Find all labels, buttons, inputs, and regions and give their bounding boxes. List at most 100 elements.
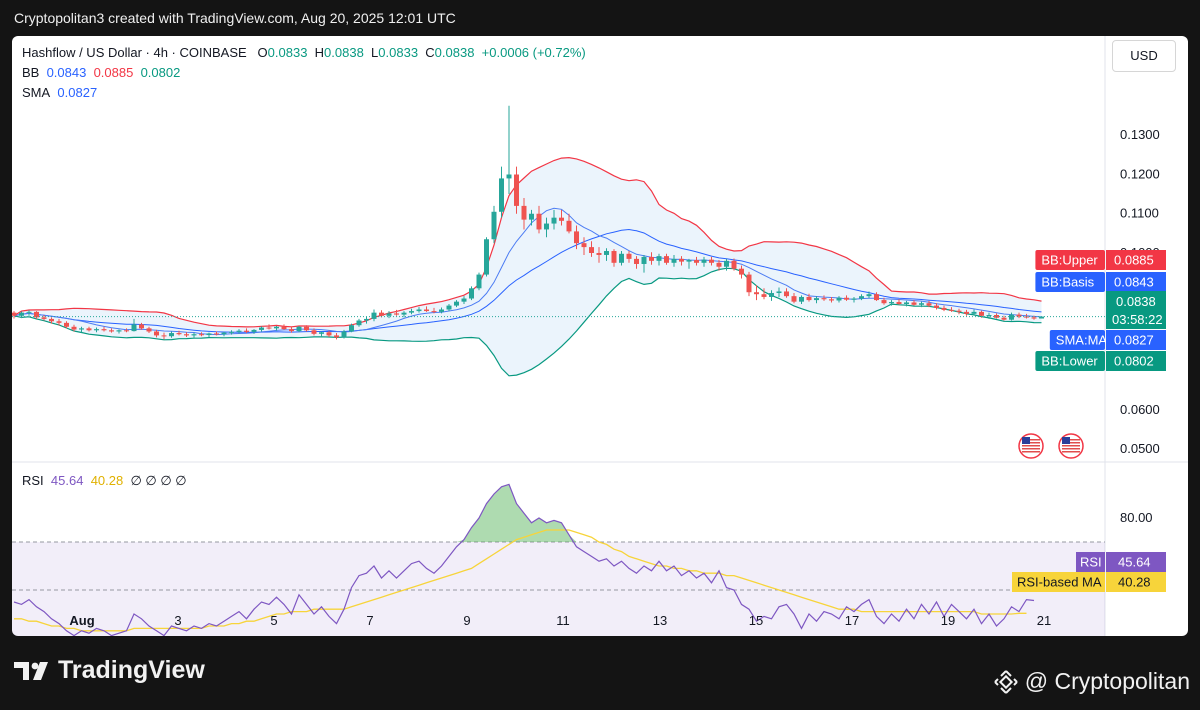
sma-badge-value-bg — [1106, 330, 1166, 350]
candle-body — [461, 298, 467, 302]
candle-body — [409, 311, 414, 313]
candle-body — [769, 293, 774, 297]
candle-body — [701, 259, 707, 263]
candle-body — [799, 296, 804, 302]
flag-stripe — [1062, 442, 1080, 444]
candle-body — [424, 309, 429, 312]
candle-body — [484, 239, 489, 275]
candle-body — [536, 213, 542, 230]
candle-body — [26, 311, 32, 313]
flag-stripe — [1022, 448, 1040, 450]
candle-body — [934, 305, 939, 308]
candle-body — [889, 302, 894, 304]
candle-body — [266, 327, 272, 329]
candles-group — [12, 105, 1044, 340]
candle-body — [829, 299, 834, 301]
rsi-band-fill — [12, 542, 1105, 636]
candle-body — [139, 324, 144, 329]
candle-body — [371, 312, 377, 319]
countdown-value: 03:58:22 — [1112, 312, 1163, 327]
candle-body — [416, 309, 422, 312]
legend-o-label: O — [257, 45, 268, 60]
candle-body — [12, 312, 17, 316]
sma-badge-value: 0.0827 — [1114, 333, 1154, 348]
sma-line — [13, 207, 1042, 336]
candle-body — [521, 205, 527, 220]
candle-body — [941, 307, 947, 310]
candle-body — [611, 251, 617, 263]
candle-body — [956, 310, 962, 312]
candle-body — [304, 326, 309, 331]
time-axis-tick-label: 19 — [941, 613, 955, 628]
legend-rsi-label: RSI — [22, 473, 44, 488]
flag-stripe — [1062, 445, 1080, 447]
candle-body — [154, 331, 159, 336]
candle-body — [814, 298, 819, 301]
tradingview-logo: TradingView — [14, 656, 205, 685]
candle-body — [319, 332, 324, 334]
legend-change: +0.0006 (+0.72%) — [481, 45, 586, 60]
credit: @ Cryptopolitan — [993, 668, 1190, 695]
candle-body — [379, 312, 384, 316]
candle-body — [176, 333, 182, 335]
flag-stripe — [1022, 439, 1040, 441]
time-axis-tick-label: 7 — [366, 613, 373, 628]
legend-l-value: 0.0833 — [378, 45, 419, 60]
candle-body — [244, 330, 249, 332]
candle-body — [506, 174, 512, 179]
flag-canton — [1062, 437, 1070, 444]
candle-body — [109, 330, 114, 332]
legend-rsi-ma-value: 40.28 — [90, 473, 124, 488]
last-price-bg — [1106, 291, 1166, 329]
candle-body — [679, 258, 684, 262]
candle-body — [56, 321, 62, 323]
candle-body — [911, 302, 917, 305]
candle-body — [709, 259, 714, 263]
candle-body — [949, 309, 954, 311]
bb-basis-badge-label-bg — [1035, 272, 1105, 292]
bb-lower-badge: BB:Lower 0.0802 — [1035, 351, 1166, 371]
bollinger-band-fill — [14, 157, 1042, 376]
currency-button[interactable]: USD — [1112, 40, 1176, 72]
candle-body — [469, 288, 474, 299]
price-axis-tick-label: 0.0500 — [1120, 441, 1160, 456]
candle-body — [326, 332, 332, 336]
candle-body — [19, 312, 24, 316]
bb-lower-line — [13, 267, 1042, 377]
bb-basis-line — [13, 228, 1042, 333]
header-title: Cryptopolitan3 created with TradingView.… — [14, 10, 456, 26]
rsi-ma-line — [14, 529, 1027, 632]
sma-badge-label: SMA:MA — [1056, 333, 1108, 348]
legend-rsi-value: 45.64 — [50, 473, 84, 488]
candle-body — [551, 217, 557, 224]
price-chart-svg[interactable]: 0.05000.06000.10000.11000.12000.1300BB:U… — [12, 36, 1188, 636]
legend-o-value: 0.0833 — [267, 45, 308, 60]
rsi-ma-badge: RSI-based MA 40.28 — [1012, 572, 1166, 592]
candle-body — [199, 334, 204, 336]
candle-body — [791, 296, 797, 302]
candle-body — [146, 328, 152, 332]
candle-body — [296, 326, 302, 332]
rsi-label-bg — [1076, 552, 1105, 572]
candle-body — [184, 334, 189, 336]
candle-body — [431, 311, 437, 313]
candle-body — [281, 326, 287, 330]
candle-body — [619, 253, 624, 263]
rsi-ma-badge-value: 40.28 — [1118, 575, 1151, 590]
chart-panel[interactable]: 0.05000.06000.10000.11000.12000.1300BB:U… — [12, 36, 1188, 636]
rsi-overbought-fill — [456, 484, 577, 542]
candle-body — [851, 298, 857, 300]
legend-h-value: 0.0838 — [324, 45, 364, 60]
bb-upper-line — [13, 156, 1042, 328]
candle-body — [491, 211, 497, 240]
legend-rsi-extra: ∅ ∅ ∅ ∅ — [130, 473, 187, 488]
candle-body — [926, 303, 932, 306]
candle-body — [41, 317, 47, 319]
candle-body — [574, 231, 579, 244]
candle-body — [161, 335, 167, 337]
time-axis-tick-label: 9 — [463, 613, 470, 628]
flag-stripe — [1022, 451, 1040, 453]
candle-body — [394, 313, 399, 315]
candle-body — [604, 251, 609, 255]
legend-sma: SMA 0.0827 — [22, 85, 97, 100]
